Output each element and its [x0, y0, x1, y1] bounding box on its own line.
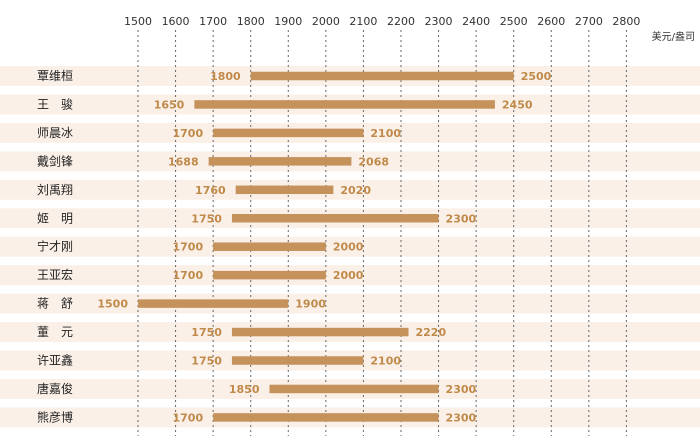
low-value-label: 1700	[173, 241, 204, 254]
x-tick-label: 1600	[162, 15, 190, 28]
category-label: 宁才刚	[37, 239, 73, 254]
row-band	[0, 265, 700, 286]
category-label: 王亚宏	[37, 267, 73, 282]
high-value-label: 2450	[502, 98, 533, 111]
category-label: 唐嘉俊	[37, 381, 73, 396]
high-value-label: 2000	[333, 241, 364, 254]
row-band	[0, 236, 700, 257]
high-value-label: 2020	[340, 184, 371, 197]
x-tick-label: 2500	[500, 15, 528, 28]
low-value-label: 1850	[229, 383, 260, 396]
x-tick-label: 2800	[612, 15, 640, 28]
unit-label: 美元/盎司	[652, 30, 695, 43]
high-value-label: 2100	[370, 127, 401, 140]
category-label: 姬 明	[37, 211, 73, 225]
high-value-label: 2300	[446, 411, 477, 424]
range-bar	[231, 214, 439, 223]
category-label: 刘禹翔	[37, 183, 73, 197]
range-bar	[138, 299, 289, 308]
category-label: 蒋 舒	[37, 297, 73, 311]
low-value-label: 1750	[191, 355, 222, 368]
low-value-label: 1500	[97, 298, 128, 311]
category-label: 熊彦博	[37, 409, 73, 424]
low-value-label: 1650	[154, 98, 185, 111]
range-bar	[213, 242, 326, 251]
x-tick-label: 2100	[349, 15, 377, 28]
x-tick-label: 2700	[575, 15, 603, 28]
range-bar	[194, 100, 495, 109]
low-value-label: 1800	[210, 70, 241, 83]
category-label: 覃维桓	[37, 68, 73, 83]
range-bar	[231, 327, 409, 337]
low-value-label: 1760	[195, 184, 226, 197]
low-value-label: 1700	[173, 127, 204, 140]
low-value-label: 1700	[173, 411, 204, 424]
category-label: 师晨冰	[37, 126, 73, 140]
range-bar	[235, 185, 334, 195]
range-bar	[213, 270, 326, 280]
range-bar	[213, 413, 439, 422]
gridlines	[137, 30, 627, 436]
low-value-label: 1688	[168, 155, 199, 168]
x-tick-label: 1500	[124, 15, 152, 28]
range-bar	[231, 356, 364, 365]
range-bar	[208, 157, 352, 166]
row-band	[0, 293, 700, 314]
range-bar	[269, 384, 439, 394]
low-value-label: 1700	[173, 269, 204, 282]
range-bar	[213, 128, 364, 138]
high-value-label: 2068	[358, 155, 389, 168]
category-label: 许亚鑫	[37, 353, 73, 368]
x-tick-label: 1900	[274, 15, 302, 28]
x-tick-label: 2200	[387, 15, 415, 28]
x-tick-label: 2600	[537, 15, 565, 28]
x-tick-label: 1800	[237, 15, 265, 28]
value-labels: 1800 2500 1650 2450 1700 2100 1688 2068 1760 2020…	[97, 70, 551, 424]
row-band	[0, 179, 700, 200]
bars	[138, 71, 514, 422]
x-tick-label: 1700	[199, 15, 227, 28]
x-tick-label: 2300	[425, 15, 453, 28]
x-tick-label: 2400	[462, 15, 490, 28]
high-value-label: 2500	[521, 70, 552, 83]
range-bar	[250, 71, 514, 81]
low-value-label: 1750	[191, 212, 222, 225]
high-value-label: 2300	[446, 212, 477, 225]
high-value-label: 2220	[416, 326, 447, 339]
low-value-label: 1750	[191, 326, 222, 339]
category-label: 董 元	[37, 325, 73, 339]
high-value-label: 2100	[370, 355, 401, 368]
x-axis-ticks: 1500 1600 1700 1800 1900 2000 2100 2200 2300 2400…	[124, 15, 640, 28]
x-tick-label: 2000	[312, 15, 340, 28]
high-value-label: 2000	[333, 269, 364, 282]
high-value-label: 2300	[446, 383, 477, 396]
high-value-label: 1900	[295, 298, 326, 311]
category-label: 王 骏	[37, 97, 73, 111]
category-label: 戴剑锋	[37, 153, 73, 168]
